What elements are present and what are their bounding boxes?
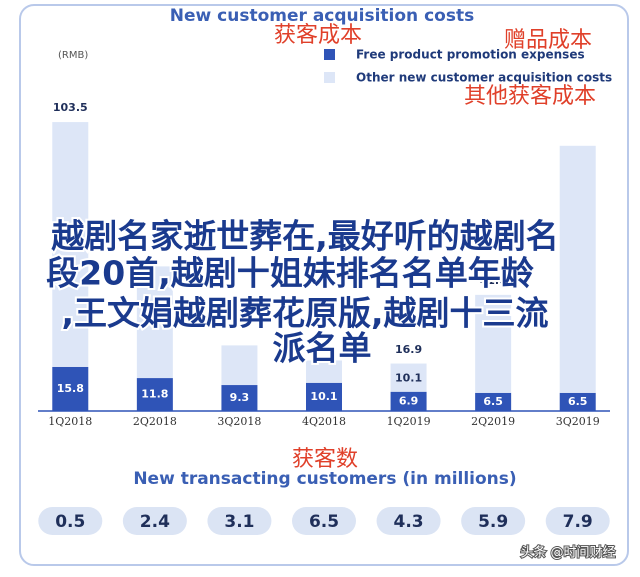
customer-value: 2.4 bbox=[140, 512, 170, 532]
x-tick-label: 3Q2019 bbox=[556, 415, 600, 428]
value-label: 10.1 bbox=[310, 390, 337, 403]
bar-segment bbox=[475, 392, 512, 411]
legend-label: Other new customer acquisition costs bbox=[356, 71, 612, 85]
x-tick-label: 1Q2019 bbox=[387, 415, 431, 428]
bar-segment bbox=[52, 122, 89, 367]
customer-value: 0.5 bbox=[55, 512, 85, 532]
customer-pill bbox=[207, 507, 272, 535]
x-tick-label: 2Q2018 bbox=[133, 415, 177, 428]
customer-pill bbox=[292, 507, 356, 535]
value-label: 9.3 bbox=[230, 391, 250, 404]
chart-title: New customer acquisition costs bbox=[170, 6, 474, 26]
bar-segment bbox=[306, 382, 342, 411]
value-label: 11.8 bbox=[141, 388, 168, 401]
x-tick-label: 3Q2018 bbox=[217, 415, 261, 428]
customer-value: 4.3 bbox=[394, 512, 424, 532]
overlay-text: 段20首,越剧十姐妹排名名单年龄 bbox=[46, 254, 534, 293]
customer-pill bbox=[122, 507, 187, 535]
overlay-text: 派名单 bbox=[273, 329, 372, 368]
bar-segment bbox=[136, 378, 173, 411]
customer-value: 3.1 bbox=[224, 512, 254, 532]
legend-label: Free product promotion expenses bbox=[356, 48, 585, 62]
legend-swatch bbox=[324, 72, 335, 83]
bar-segment bbox=[221, 345, 258, 386]
bar-segment bbox=[136, 266, 173, 379]
value-label: 15.8 bbox=[57, 382, 84, 395]
bar-segment bbox=[390, 391, 427, 411]
watermark: 头条 @时间财经 bbox=[520, 545, 615, 561]
customer-pill bbox=[38, 507, 103, 535]
bar-segment bbox=[52, 366, 89, 411]
total-label: 41.6 bbox=[480, 274, 507, 287]
x-tick-label: 1Q2018 bbox=[48, 415, 92, 428]
value-label: 6.5 bbox=[483, 395, 503, 408]
customer-value: 6.5 bbox=[309, 512, 339, 532]
subtitle: New transacting customers (in millions) bbox=[133, 469, 516, 489]
bar-segment bbox=[390, 363, 427, 392]
value-label: 10.1 bbox=[395, 372, 422, 385]
frame bbox=[19, 4, 629, 566]
overlay-text: 越剧名家逝世葬在,最好听的越剧名 bbox=[51, 217, 559, 256]
value-label: 6.5 bbox=[568, 395, 588, 408]
value-label: 6.9 bbox=[399, 394, 419, 407]
total-label: 103.5 bbox=[53, 101, 88, 114]
annotation: 获客数 bbox=[292, 447, 358, 472]
legend-swatch bbox=[324, 49, 335, 60]
customer-value: 5.9 bbox=[478, 512, 508, 532]
unit-label: (RMB) bbox=[58, 50, 88, 61]
bar-segment bbox=[559, 145, 596, 393]
annotation: 赠品成本 bbox=[504, 28, 592, 53]
x-tick-label: 2Q2019 bbox=[471, 415, 515, 428]
customer-value: 7.9 bbox=[563, 512, 593, 532]
bar-segment bbox=[559, 392, 596, 411]
bar-segment bbox=[475, 294, 512, 393]
total-label: 16.9 bbox=[395, 343, 422, 356]
customer-pill bbox=[376, 507, 441, 535]
annotation: 获客成本 bbox=[274, 23, 362, 48]
x-tick-label: 4Q2018 bbox=[302, 415, 346, 428]
customer-pill bbox=[461, 507, 526, 535]
annotation: 其他获客成本 bbox=[464, 84, 596, 109]
customer-pill bbox=[545, 507, 610, 535]
bar-segment bbox=[306, 360, 342, 383]
overlay-text: ,王文娟越剧葬花原版,越剧十三流 bbox=[61, 294, 548, 333]
bar-segment bbox=[221, 385, 258, 411]
